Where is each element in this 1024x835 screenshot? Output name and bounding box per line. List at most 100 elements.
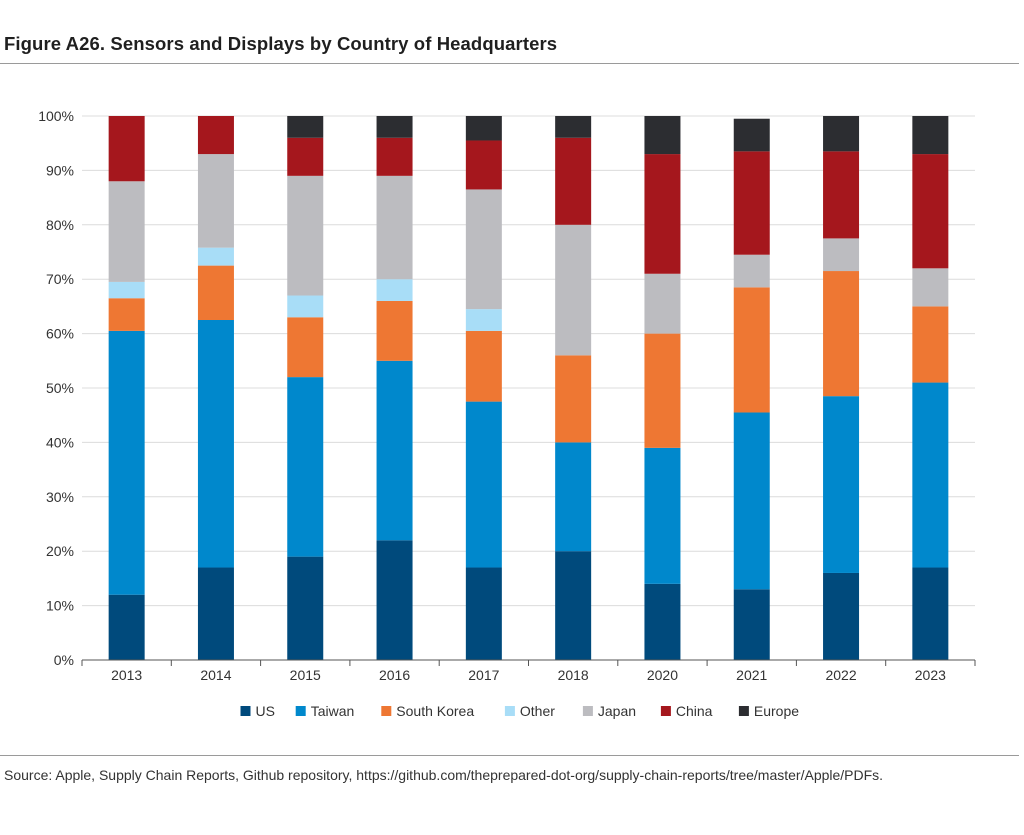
legend: US Taiwan South Korea Other Japan China Europe	[240, 703, 799, 719]
y-tick-label: 40%	[46, 434, 74, 450]
bar-segment-south-korea-2018	[555, 355, 592, 443]
bar-segment-europe-2016	[376, 116, 413, 138]
bar-segment-south-korea-2022	[823, 271, 860, 397]
bar-segment-south-korea-2017	[465, 330, 502, 402]
bar-segment-other-2014	[197, 247, 234, 266]
bar-segment-japan-2016	[376, 175, 413, 280]
legend-label: China	[676, 703, 713, 719]
bar-segment-japan-2017	[465, 189, 502, 310]
legend-label: Taiwan	[311, 703, 355, 719]
bar-segment-japan-2014	[197, 154, 234, 248]
bar-segment-taiwan-2013	[108, 330, 145, 595]
bar-segment-china-2022	[823, 151, 860, 239]
legend-swatch	[660, 706, 671, 716]
bar-segment-japan-2022	[823, 238, 860, 272]
y-tick-label: 60%	[46, 326, 74, 342]
bar-segment-japan-2020	[644, 273, 681, 334]
legend-swatch	[240, 706, 251, 716]
bar-segment-other-2016	[376, 279, 413, 301]
y-tick-label: 30%	[46, 489, 74, 505]
bar-segment-taiwan-2017	[465, 401, 502, 568]
source-divider	[0, 755, 1019, 756]
x-tick-label: 2022	[825, 667, 856, 683]
bar-segment-europe-2020	[644, 116, 681, 155]
legend-swatch	[295, 706, 306, 716]
bar-segment-europe-2018	[555, 116, 592, 138]
bar-segment-us-2021	[733, 589, 770, 660]
bar-stacks	[108, 116, 949, 660]
y-tick-label: 20%	[46, 543, 74, 559]
bar-segment-taiwan-2023	[912, 382, 949, 568]
bar-segment-china-2016	[376, 137, 413, 176]
bar-segment-us-2013	[108, 594, 145, 660]
bar-segment-europe-2023	[912, 116, 949, 155]
legend-label: Other	[520, 703, 555, 719]
legend-swatch	[381, 706, 392, 716]
x-tick-label: 2021	[736, 667, 767, 683]
bar-segment-china-2023	[912, 154, 949, 269]
y-tick-label: 70%	[46, 271, 74, 287]
legend-label: US	[256, 703, 275, 719]
bar-segment-japan-2013	[108, 181, 145, 282]
bar-segment-us-2016	[376, 540, 413, 660]
bar-segment-south-korea-2023	[912, 306, 949, 383]
axes: 0% 10% 20% 30% 40% 50% 60% 70% 80% 90% 100% 2013 201…	[38, 108, 976, 683]
x-tick-label: 2020	[647, 667, 678, 683]
x-tick-label: 2015	[290, 667, 321, 683]
bar-segment-taiwan-2021	[733, 412, 770, 590]
bar-segment-south-korea-2013	[108, 298, 145, 331]
bar-segment-taiwan-2016	[376, 360, 413, 541]
x-tick-label: 2013	[111, 667, 142, 683]
figure-title: Figure A26. Sensors and Displays by Coun…	[4, 33, 558, 54]
legend-swatch	[504, 706, 515, 716]
bar-segment-china-2013	[108, 116, 145, 182]
bar-segment-japan-2023	[912, 268, 949, 307]
stacked-bar-chart: 0% 10% 20% 30% 40% 50% 60% 70% 80% 90% 100% 2013 201…	[38, 108, 976, 719]
bar-segment-china-2015	[287, 137, 324, 176]
legend-label: Europe	[754, 703, 799, 719]
bar-segment-japan-2021	[733, 254, 770, 288]
y-tick-label: 0%	[54, 652, 74, 668]
y-tick-label: 100%	[38, 108, 74, 124]
bar-segment-south-korea-2014	[197, 265, 234, 320]
bar-segment-other-2013	[108, 281, 145, 299]
x-tick-label: 2016	[379, 667, 410, 683]
legend-label: Japan	[598, 703, 636, 719]
bar-segment-us-2014	[197, 567, 234, 660]
bar-segment-china-2014	[197, 116, 234, 155]
bar-segment-taiwan-2014	[197, 320, 234, 568]
bar-segment-china-2018	[555, 137, 592, 225]
y-tick-label: 50%	[46, 380, 74, 396]
bar-segment-us-2017	[465, 567, 502, 660]
bar-segment-taiwan-2015	[287, 377, 324, 557]
bar-segment-south-korea-2016	[376, 300, 413, 361]
x-tick-label: 2018	[558, 667, 589, 683]
bar-segment-europe-2021	[733, 118, 770, 152]
x-tick-label: 2023	[915, 667, 946, 683]
bar-segment-us-2015	[287, 556, 324, 660]
x-tick-label: 2017	[468, 667, 499, 683]
bar-segment-us-2018	[555, 551, 592, 660]
bar-segment-us-2023	[912, 567, 949, 660]
y-tick-label: 80%	[46, 217, 74, 233]
bar-segment-south-korea-2020	[644, 333, 681, 448]
bar-segment-south-korea-2015	[287, 317, 324, 378]
y-tick-label: 90%	[46, 162, 74, 178]
bar-segment-us-2020	[644, 583, 681, 660]
bar-segment-other-2015	[287, 295, 324, 318]
bar-segment-japan-2015	[287, 175, 324, 296]
bar-segment-europe-2015	[287, 116, 324, 138]
bar-segment-europe-2022	[823, 116, 860, 152]
legend-swatch	[582, 706, 593, 716]
x-tick-label: 2014	[200, 667, 231, 683]
bar-segment-china-2020	[644, 154, 681, 274]
bar-segment-taiwan-2018	[555, 442, 592, 552]
bar-segment-china-2017	[465, 140, 502, 190]
bar-segment-us-2022	[823, 572, 860, 660]
legend-label: South Korea	[396, 703, 474, 719]
y-tick-label: 10%	[46, 598, 74, 614]
title-divider	[0, 63, 1019, 64]
legend-swatch	[738, 706, 749, 716]
bar-segment-japan-2018	[555, 224, 592, 356]
bar-segment-other-2017	[465, 309, 502, 331]
